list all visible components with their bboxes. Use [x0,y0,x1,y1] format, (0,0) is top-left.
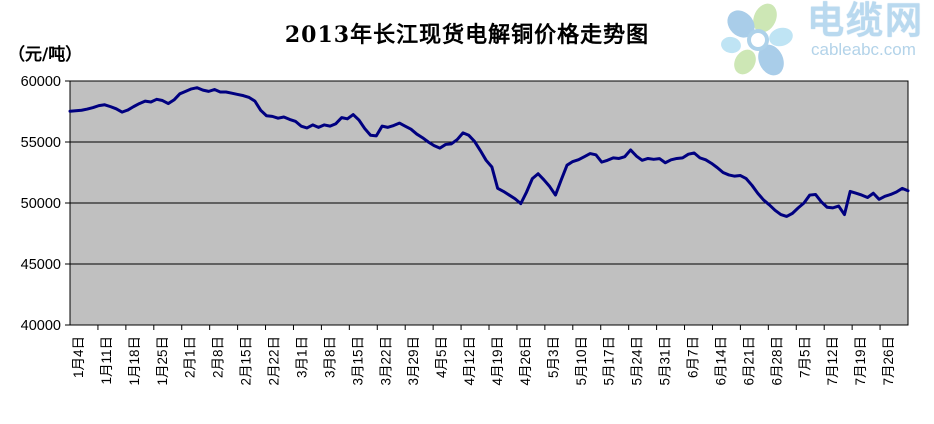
x-axis-label: 6月14日 [713,336,728,386]
x-axis-label: 4月5日 [434,336,449,378]
x-axis-label: 7月19日 [853,336,868,386]
x-axis-label: 6月7日 [686,336,701,378]
x-axis-label: 1月18日 [127,336,142,386]
x-axis-label: 3月1日 [294,336,309,378]
x-axis-label: 4月19日 [490,336,505,386]
x-axis-label: 5月10日 [574,336,589,386]
x-axis-label: 3月29日 [406,336,421,386]
x-axis-label: 7月12日 [825,336,840,386]
y-axis-unit-label: （元/吨） [8,45,83,65]
y-axis-label: 50000 [21,196,61,212]
x-axis-label: 5月17日 [602,336,617,386]
x-axis-label: 2月8日 [211,336,226,378]
x-axis-label: 4月12日 [462,336,477,386]
brand-name: 电缆网 [807,0,924,41]
x-axis-label: 3月22日 [378,336,393,386]
x-axis-label: 5月3日 [546,336,561,378]
chart-title: 2013年长江现货电解铜价格走势图 [284,22,650,48]
x-axis-label: 1月4日 [71,336,86,378]
y-axis-label: 45000 [21,257,61,273]
x-axis-label: 2月1日 [183,336,198,378]
x-axis-label: 2月22日 [267,336,282,386]
x-axis-label: 5月24日 [630,336,645,386]
price-line-series [68,86,910,218]
x-axis-label: 6月21日 [741,336,756,386]
x-axis-label: 7月5日 [797,336,812,378]
brand-logo: 电缆网 cableabc.com [719,2,924,81]
x-axis-label: 3月8日 [322,336,337,378]
brand-domain: cableabc.com [811,40,916,59]
x-axis-label: 2月15日 [239,336,254,386]
y-axis-label: 40000 [21,318,61,334]
x-axis-label: 3月15日 [350,336,365,386]
flower-icon [719,2,801,81]
x-axis-label: 5月31日 [658,336,673,386]
x-axis-label: 4月26日 [518,336,533,386]
x-axis-label: 7月26日 [881,336,896,386]
x-axis-label: 1月25日 [155,336,170,386]
y-axis-label: 55000 [21,135,61,151]
x-axis-label: 6月28日 [769,336,784,386]
x-axis-label: 1月11日 [99,336,114,385]
y-axis-label: 60000 [21,74,61,90]
